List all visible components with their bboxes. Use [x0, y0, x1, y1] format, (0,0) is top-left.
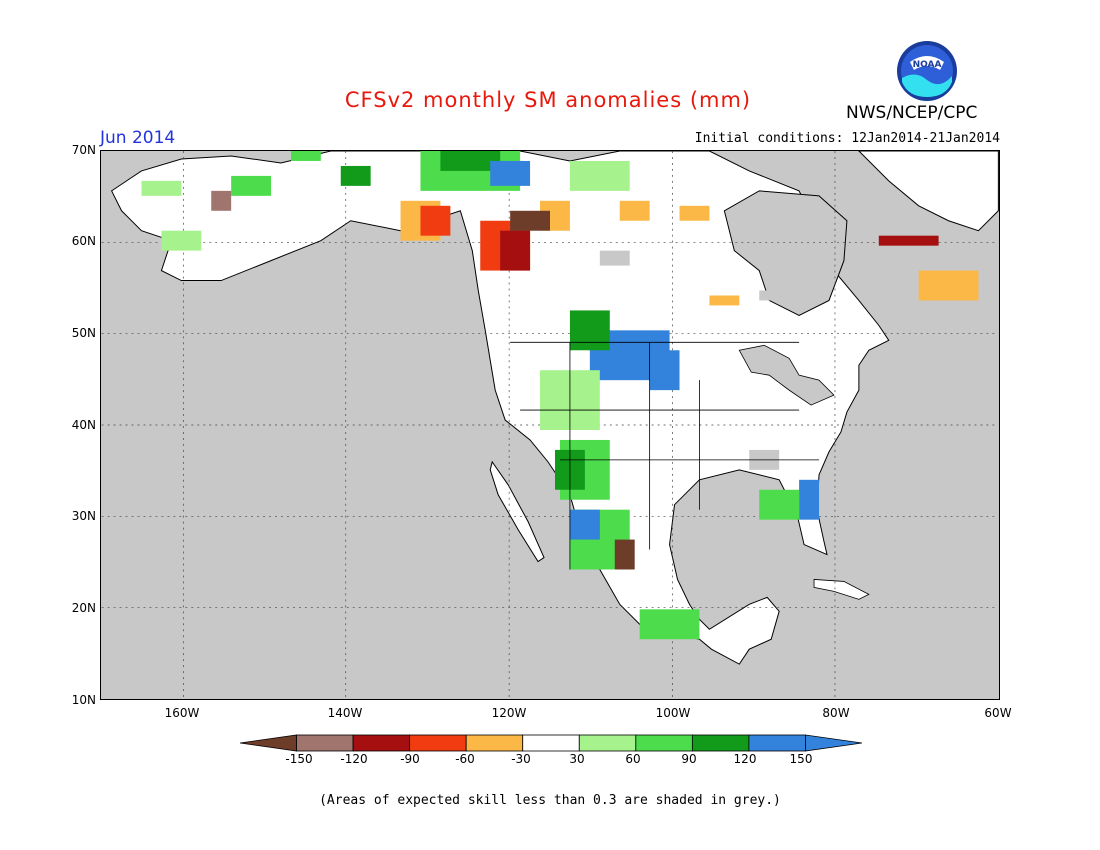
legend-swatch: [748, 734, 806, 752]
legend-swatch: [805, 734, 862, 752]
legend-swatch: [352, 734, 411, 752]
noaa-logo-text: NOAA: [913, 60, 942, 70]
legend-swatch: [635, 734, 693, 752]
legend-label: -30: [511, 752, 531, 766]
lat-label-70n: 70N: [71, 143, 96, 157]
greenland: [858, 151, 999, 232]
hudson-bay: [723, 190, 848, 316]
lon-label-140w: 140W: [327, 706, 363, 720]
legend-label: -120: [340, 752, 368, 766]
legend-label: -150: [285, 752, 313, 766]
lon-label-120w: 120W: [491, 706, 527, 720]
lat-label-20n: 20N: [71, 601, 96, 615]
agency-label: NWS/NCEP/CPC: [846, 103, 978, 123]
legend-label: 120: [733, 752, 757, 766]
soil-moisture-anomaly-map: [100, 150, 1000, 700]
forecast-month-label: Jun 2014: [100, 128, 176, 148]
lon-label-80w: 80W: [822, 706, 850, 720]
legend-swatch: [409, 734, 467, 752]
lon-label-100w: 100W: [655, 706, 691, 720]
skill-footnote: (Areas of expected skill less than 0.3 a…: [319, 793, 781, 808]
state-boundaries: [510, 341, 820, 570]
baja-california: [489, 460, 545, 563]
great-lakes: [738, 344, 835, 406]
noaa-logo: NOAA: [897, 41, 957, 101]
legend-label: -60: [455, 752, 475, 766]
legend-swatch: [296, 734, 354, 752]
lat-label-30n: 30N: [71, 509, 96, 523]
legend-label: -90: [400, 752, 420, 766]
legend-colorbar: [240, 734, 862, 752]
legend-swatch: [240, 734, 297, 752]
lat-label-60n: 60N: [71, 234, 96, 248]
legend-label: 30: [569, 752, 585, 766]
legend-swatch: [578, 734, 637, 752]
legend-swatch: [691, 734, 750, 752]
lat-label-50n: 50N: [71, 326, 96, 340]
lon-label-60w: 60W: [984, 706, 1012, 720]
legend-label: 90: [681, 752, 697, 766]
cuba: [813, 579, 870, 600]
anomaly-cells: [141, 151, 979, 640]
graticule: [101, 151, 999, 699]
legend-swatch: [522, 734, 580, 752]
legend-label: 60: [625, 752, 641, 766]
legend-label: 150: [789, 752, 813, 766]
initial-conditions-label: Initial conditions: 12Jan2014-21Jan2014: [694, 131, 1000, 146]
lat-label-10n: 10N: [71, 693, 96, 707]
legend-swatch: [465, 734, 524, 752]
lon-label-160w: 160W: [164, 706, 200, 720]
lat-label-40n: 40N: [71, 418, 96, 432]
map-title: CFSv2 monthly SM anomalies (mm): [344, 88, 752, 112]
